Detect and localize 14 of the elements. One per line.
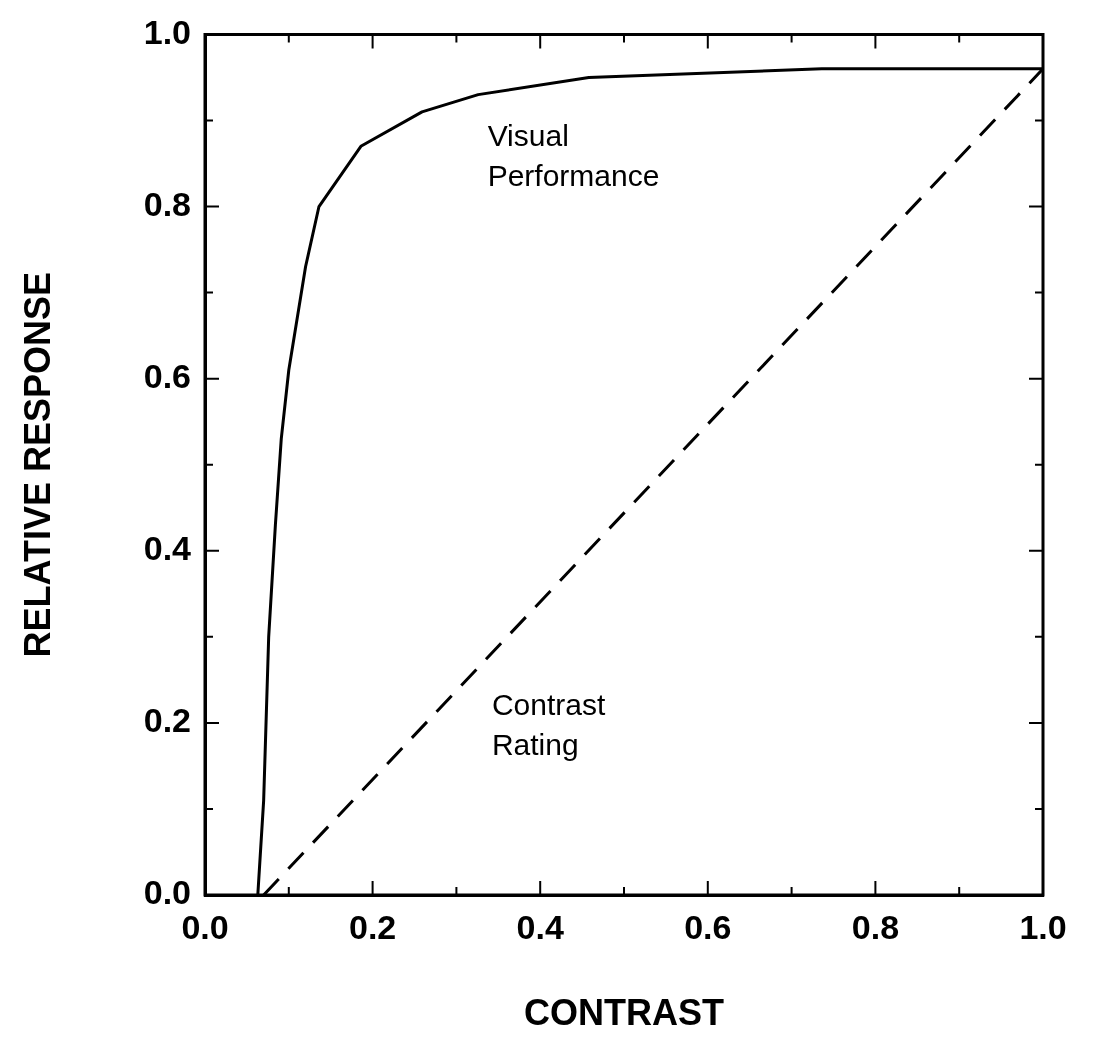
x-tick-label: 0.2 (348, 907, 397, 946)
y-axis-title: RELATIVE RESPONSE (16, 272, 58, 658)
x-tick-label: 1.0 (1019, 907, 1067, 946)
y-tick-label: 0.2 (143, 701, 191, 740)
y-tick-label: 0.4 (143, 529, 192, 568)
y-tick-label: 0.8 (143, 184, 191, 223)
x-tick-label: 0.4 (516, 907, 564, 946)
series-label: Visual Performance (487, 119, 660, 193)
y-tick-label: 1.0 (143, 12, 191, 51)
x-tick-label: 0.8 (851, 907, 900, 946)
series-label: Contrast Rating (491, 687, 606, 761)
x-axis-title: CONTRAST (524, 992, 724, 1034)
y-tick-label: 0.6 (143, 357, 191, 396)
x-tick-label: 0.6 (684, 907, 732, 946)
